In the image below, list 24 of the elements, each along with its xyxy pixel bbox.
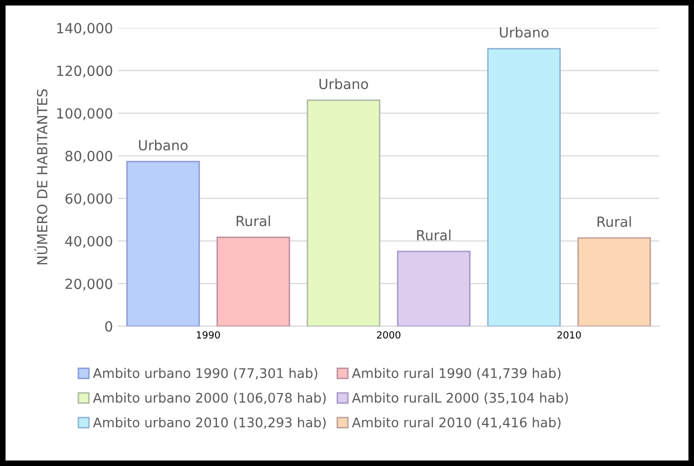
legend-label: Ambito rural 1990 (41,739 hab) [352,368,560,380]
data-label: Urbano [139,140,188,150]
legend-label: Ambito urbano 1990 (77,301 hab) [93,368,318,380]
y-axis-title: NÚMERO DE HABITANTES [34,89,48,264]
y-tick-label: 40,000 [65,236,112,248]
data-label: Urbano [500,26,548,38]
y-tick-label: 0 [105,321,112,332]
y-tick-label: 80,000 [65,150,112,163]
data-label: Rural [236,216,270,226]
legend-label: Ambito rural 2010 (41,416 hab) [352,417,560,429]
data-label: Rural [417,230,450,240]
y-tick-label: 20,000 [66,278,112,290]
y-tick-label: 120,000 [57,66,112,78]
y-tick-label: 140,000 [57,22,112,35]
x-tick-label: 1990 [196,331,220,339]
legend-label: Ambito urbano 2010 (130,293 hab) [93,417,326,429]
x-tick-label: 2000 [376,331,400,339]
data-label: Urbano [319,78,368,90]
x-tick-label: 2010 [557,331,581,339]
y-tick-label: 60,000 [65,193,112,206]
y-tick-label: 100,000 [57,108,112,120]
legend-label: Ambito urbano 2000 (106,078 hab) [93,392,326,404]
data-label: Rural [598,216,631,227]
legend-label: Ambito ruralL 2000 (35,104 hab) [352,392,568,404]
